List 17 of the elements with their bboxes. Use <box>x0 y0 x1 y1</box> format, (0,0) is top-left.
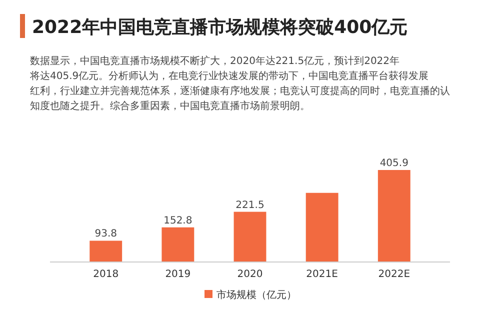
data-label: 221.5 <box>236 200 264 211</box>
x-tick-label: 2019 <box>165 269 191 280</box>
x-tick-label: 2021E <box>306 269 338 280</box>
chart-subtitle: 数据显示，中国电竞直播市场规模不断扩大，2020年达221.5亿元，预计到2022年将达405.9亿元。分析师认为，在电竞行业快速发展的带动下，中国电竞直播平台获得发展红利，行业建立并完善规范体系，逐渐健康有序地发展；电竞认可度提高的同时，电竞直播的认知度也随之提升。综合多重因素，中国电竞直播市场前景明朗。 <box>29 55 450 112</box>
legend-label: 市场规模（亿元） <box>216 289 296 301</box>
x-tick-label: 2020 <box>237 269 263 280</box>
data-label: 405.9 <box>380 158 408 169</box>
data-label: 152.8 <box>164 215 192 226</box>
x-tick-label: 2022E <box>378 269 410 280</box>
bar <box>90 240 122 262</box>
data-label: 93.8 <box>94 228 117 240</box>
bar <box>162 227 194 262</box>
bar <box>234 212 266 262</box>
x-tick-label: 2018 <box>93 269 119 280</box>
chart-title: 2022年中国电竞直播市场规模将突破400亿元 <box>32 17 408 38</box>
bar <box>378 170 410 262</box>
bar <box>306 192 338 262</box>
